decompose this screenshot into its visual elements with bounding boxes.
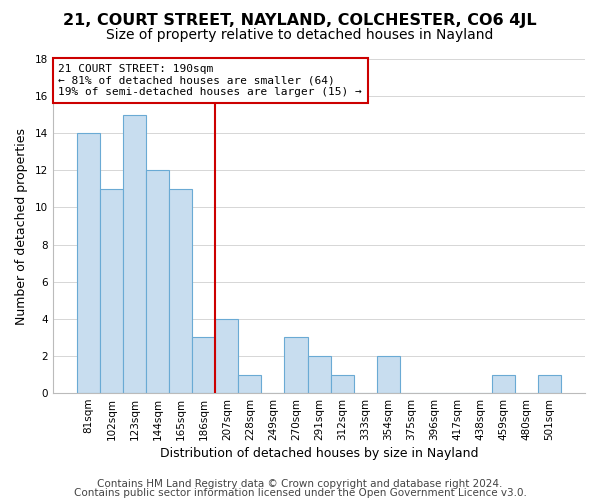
- Bar: [308, 356, 331, 393]
- Bar: [377, 356, 400, 393]
- Text: 21, COURT STREET, NAYLAND, COLCHESTER, CO6 4JL: 21, COURT STREET, NAYLAND, COLCHESTER, C…: [63, 12, 537, 28]
- Text: Contains public sector information licensed under the Open Government Licence v3: Contains public sector information licen…: [74, 488, 526, 498]
- Bar: [169, 189, 193, 393]
- Bar: [77, 133, 100, 393]
- Text: 21 COURT STREET: 190sqm
← 81% of detached houses are smaller (64)
19% of semi-de: 21 COURT STREET: 190sqm ← 81% of detache…: [58, 64, 362, 97]
- Bar: [146, 170, 169, 393]
- Text: Size of property relative to detached houses in Nayland: Size of property relative to detached ho…: [106, 28, 494, 42]
- Text: Contains HM Land Registry data © Crown copyright and database right 2024.: Contains HM Land Registry data © Crown c…: [97, 479, 503, 489]
- Bar: [238, 374, 262, 393]
- Bar: [331, 374, 353, 393]
- Y-axis label: Number of detached properties: Number of detached properties: [15, 128, 28, 324]
- X-axis label: Distribution of detached houses by size in Nayland: Distribution of detached houses by size …: [160, 447, 478, 460]
- Bar: [492, 374, 515, 393]
- Bar: [284, 338, 308, 393]
- Bar: [215, 319, 238, 393]
- Bar: [193, 338, 215, 393]
- Bar: [538, 374, 561, 393]
- Bar: [123, 114, 146, 393]
- Bar: [100, 189, 123, 393]
